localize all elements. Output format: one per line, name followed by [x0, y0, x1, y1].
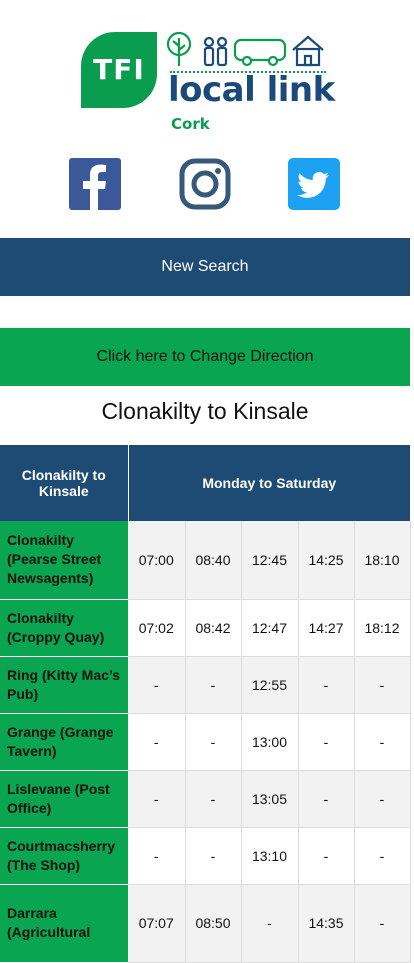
departure-time: 18:10 — [354, 521, 411, 600]
departure-time: 13:10 — [241, 827, 299, 885]
local-link-wordmark[interactable]: local link — [168, 70, 335, 110]
departure-time: 12:55 — [241, 656, 299, 714]
departure-time: 07:02 — [128, 599, 186, 657]
table-row: Clonakilty (Pearse Street Newsagents) 07… — [0, 521, 411, 600]
instagram-icon — [179, 158, 231, 210]
people-icon — [203, 36, 228, 67]
departure-time: - — [241, 884, 299, 963]
departure-time: 13:05 — [241, 770, 299, 828]
instagram-link[interactable] — [179, 158, 231, 210]
stop-name: Clonakilty (Croppy Quay) — [0, 599, 128, 657]
departure-time: 13:00 — [241, 713, 299, 771]
departure-time: - — [298, 770, 355, 828]
local-link-pictograms — [166, 31, 324, 67]
departure-time: 08:42 — [185, 599, 242, 657]
table-row: Ring (Kitty Mac’s Pub) - - 12:55 - - — [0, 656, 411, 714]
departure-time: - — [185, 713, 242, 771]
site-header: TFI local link Cork — [0, 0, 414, 145]
departure-time: - — [298, 656, 355, 714]
departure-time: - — [354, 770, 411, 828]
departure-time: - — [298, 713, 355, 771]
departure-time: 07:07 — [128, 884, 186, 963]
departure-time: 14:35 — [298, 884, 355, 963]
departure-time: 07:00 — [128, 521, 186, 600]
departure-time: - — [354, 656, 411, 714]
facebook-link[interactable] — [69, 158, 121, 210]
facebook-icon — [83, 164, 106, 210]
tfi-logo[interactable]: TFI — [81, 32, 157, 108]
region-label: Cork — [171, 115, 210, 133]
table-row: Grange (Grange Tavern) - - 13:00 - - — [0, 713, 411, 771]
departure-time: - — [354, 827, 411, 885]
departure-time: - — [354, 884, 411, 963]
tfi-logo-text: TFI — [93, 53, 145, 86]
stop-name: Lislevane (Post Office) — [0, 770, 128, 828]
timetable-header-days: Monday to Saturday — [128, 445, 410, 521]
departure-time: - — [185, 656, 242, 714]
departure-time: 14:25 — [298, 521, 355, 600]
stop-name: Ring (Kitty Mac’s Pub) — [0, 656, 128, 714]
table-row: Clonakilty (Croppy Quay) 07:02 08:42 12:… — [0, 599, 411, 657]
twitter-icon — [297, 172, 329, 198]
departure-time: - — [185, 770, 242, 828]
table-row: Courtmacsherry (The Shop) - - 13:10 - - — [0, 827, 411, 885]
departure-time: 08:40 — [185, 521, 242, 600]
route-title: Clonakilty to Kinsale — [101, 398, 309, 424]
logo-dotted-line — [170, 71, 326, 73]
new-search-button[interactable]: New Search — [0, 238, 410, 296]
departure-time: 08:50 — [185, 884, 242, 963]
departure-time: 12:47 — [241, 599, 299, 657]
departure-time: 12:45 — [241, 521, 299, 600]
departure-time: 14:27 — [298, 599, 355, 657]
departure-time: - — [185, 827, 242, 885]
departure-time: - — [128, 770, 186, 828]
stop-name: Grange (Grange Tavern) — [0, 713, 128, 771]
timetable-header-row: Clonakilty to Kinsale Monday to Saturday — [0, 445, 410, 521]
stop-name: Courtmacsherry (The Shop) — [0, 827, 128, 885]
timetable: Clonakilty to Kinsale Monday to Saturday… — [0, 445, 411, 963]
table-row: Lislevane (Post Office) - - 13:05 - - — [0, 770, 411, 828]
departure-time: - — [128, 827, 186, 885]
twitter-link[interactable] — [288, 158, 340, 210]
departure-time: - — [128, 713, 186, 771]
stop-name: Darrara (Agricultural — [0, 884, 128, 963]
timetable-header-stop: Clonakilty to Kinsale — [0, 445, 129, 521]
table-row: Darrara (Agricultural 07:07 08:50 - 14:3… — [0, 884, 411, 963]
bus-icon — [233, 38, 287, 67]
house-icon — [292, 35, 324, 67]
departure-time: - — [128, 656, 186, 714]
departure-time: 18:12 — [354, 599, 411, 657]
departure-time: - — [298, 827, 355, 885]
tree-icon — [166, 31, 192, 66]
change-direction-button[interactable]: Click here to Change Direction — [0, 328, 410, 386]
stop-name: Clonakilty (Pearse Street Newsagents) — [0, 521, 128, 600]
departure-time: - — [354, 713, 411, 771]
